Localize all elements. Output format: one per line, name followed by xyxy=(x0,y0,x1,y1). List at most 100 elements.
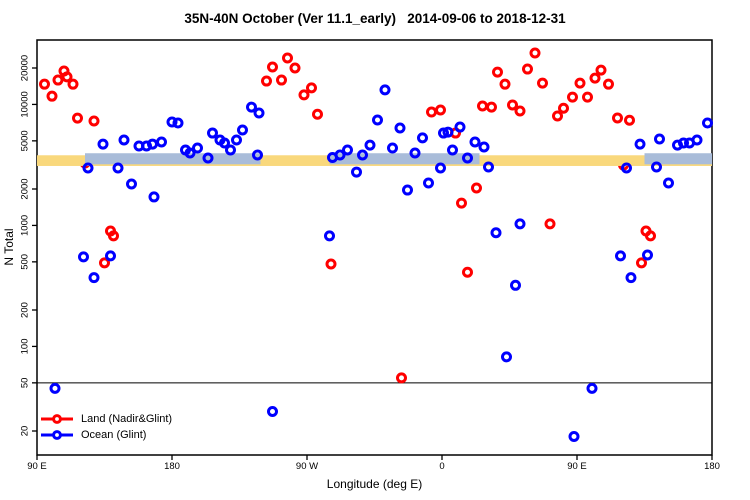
legend-item-land: Land (Nadir&Glint) xyxy=(39,411,172,427)
plot-border xyxy=(36,39,713,456)
data-point-land xyxy=(645,230,656,242)
y-tick-label: 2000 xyxy=(20,178,31,199)
data-point-ocean xyxy=(342,144,353,156)
data-point-land xyxy=(567,91,578,103)
data-point-land xyxy=(267,61,278,73)
data-point-land xyxy=(46,90,58,102)
data-point-ocean xyxy=(469,136,481,148)
data-point-ocean xyxy=(435,162,446,174)
x-axis-label: Longitude (deg E) xyxy=(326,477,423,491)
data-point-land xyxy=(636,257,647,269)
data-point-land xyxy=(537,77,548,89)
data-point-ocean xyxy=(252,149,263,161)
data-point-ocean xyxy=(663,177,674,189)
data-point-ocean xyxy=(357,149,368,161)
legend-label-ocean: Ocean (Glint) xyxy=(81,429,147,441)
data-point-land xyxy=(312,108,323,120)
data-point-land xyxy=(582,91,593,103)
data-point-ocean xyxy=(510,279,521,291)
data-point-ocean xyxy=(621,162,632,174)
legend-symbol-land-icon xyxy=(41,414,73,424)
data-point-land xyxy=(544,218,556,230)
data-point-ocean xyxy=(147,138,158,150)
data-point-land xyxy=(499,78,511,90)
y-tick-label: 20 xyxy=(20,426,31,437)
data-point-ocean xyxy=(634,138,646,150)
data-point-ocean xyxy=(379,84,391,96)
data-point-ocean xyxy=(246,101,257,113)
data-point-land xyxy=(426,106,437,118)
data-point-ocean xyxy=(372,114,383,126)
data-point-ocean xyxy=(691,134,703,146)
data-point-land xyxy=(325,258,337,270)
data-point-ocean xyxy=(184,147,196,159)
data-point-land xyxy=(88,115,100,127)
data-point-ocean xyxy=(642,249,653,261)
data-point-ocean xyxy=(417,132,428,144)
x-tick-label: 90 W xyxy=(296,461,318,472)
x-tick-label: 0 xyxy=(439,461,444,472)
data-point-land xyxy=(99,257,110,269)
data-point-land xyxy=(514,105,526,117)
x-tick-label: 90 E xyxy=(567,461,587,472)
data-point-land xyxy=(61,71,73,83)
data-point-ocean xyxy=(454,121,466,133)
data-point-land xyxy=(492,66,503,78)
data-point-land xyxy=(477,100,488,112)
data-point-ocean xyxy=(253,107,265,119)
data-point-land xyxy=(289,62,301,74)
data-point-ocean xyxy=(490,227,502,239)
y-tick-label: 5000 xyxy=(20,130,31,151)
y-tick-label: 500 xyxy=(20,254,31,270)
data-point-ocean xyxy=(483,161,494,173)
data-point-ocean xyxy=(112,162,124,174)
data-point-ocean xyxy=(49,382,61,394)
data-point-land xyxy=(558,102,569,114)
data-point-ocean xyxy=(202,152,214,164)
data-point-land xyxy=(306,82,317,94)
data-point-ocean xyxy=(225,144,236,156)
data-point-land xyxy=(72,112,83,124)
data-point-ocean xyxy=(324,230,335,242)
data-point-ocean xyxy=(334,149,346,161)
y-tick-label: 10000 xyxy=(20,91,31,117)
data-point-ocean xyxy=(351,166,362,178)
data-point-land xyxy=(603,78,614,90)
data-point-land xyxy=(261,75,272,87)
data-point-ocean xyxy=(702,117,713,129)
x-tick-label: 180 xyxy=(164,461,180,472)
data-point-ocean xyxy=(442,126,454,138)
data-point-ocean xyxy=(231,134,242,146)
data-point-land xyxy=(507,99,518,111)
data-point-land xyxy=(108,230,119,242)
data-point-ocean xyxy=(514,218,526,230)
data-point-ocean xyxy=(156,136,167,148)
data-point-ocean xyxy=(625,272,637,284)
data-point-ocean xyxy=(166,116,178,128)
data-point-ocean xyxy=(462,152,473,164)
y-tick-label: 200 xyxy=(20,302,31,318)
data-point-land xyxy=(456,197,467,209)
data-point-ocean xyxy=(654,133,665,145)
data-point-ocean xyxy=(501,351,512,363)
data-point-ocean xyxy=(219,137,230,149)
data-point-land xyxy=(529,47,541,59)
blue-band xyxy=(644,153,712,165)
data-point-ocean xyxy=(207,127,218,139)
data-point-ocean xyxy=(447,144,458,156)
data-point-land xyxy=(624,114,635,126)
data-point-ocean xyxy=(82,162,94,174)
data-point-land xyxy=(67,78,79,90)
data-point-land xyxy=(52,74,64,86)
data-point-ocean xyxy=(651,161,662,173)
data-point-land xyxy=(396,372,407,384)
data-point-land xyxy=(522,63,533,75)
data-point-ocean xyxy=(97,138,109,150)
data-point-ocean xyxy=(237,124,248,136)
data-point-ocean xyxy=(172,117,184,129)
data-point-land xyxy=(435,104,446,116)
data-point-land xyxy=(276,74,287,86)
data-point-ocean xyxy=(394,122,406,134)
legend-label-land: Land (Nadir&Glint) xyxy=(81,413,173,425)
